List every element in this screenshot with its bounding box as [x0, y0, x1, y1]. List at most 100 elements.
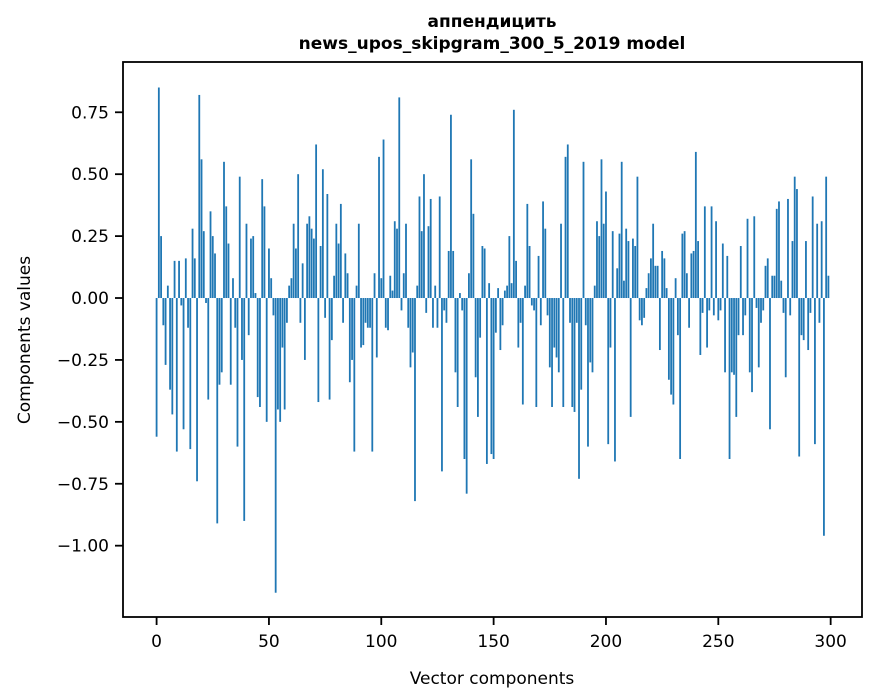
bar	[366, 298, 369, 328]
bar	[371, 298, 374, 452]
bar	[816, 223, 819, 299]
bar	[703, 206, 706, 299]
bar	[746, 218, 749, 299]
bar	[270, 278, 273, 299]
bar	[517, 298, 520, 348]
bar	[791, 241, 794, 299]
bar	[524, 285, 526, 299]
bar	[256, 298, 259, 398]
bar	[823, 298, 825, 536]
bar	[715, 221, 717, 299]
bar	[681, 233, 684, 299]
bar	[661, 250, 664, 299]
bar	[353, 298, 356, 452]
bar	[306, 223, 309, 299]
bar	[755, 298, 758, 308]
bar	[483, 248, 486, 299]
bar	[685, 273, 688, 299]
y-axis-ticks: 0.75 0.50 0.25 0.00 −0.25 −0.50 −0.75 −1.00	[57, 103, 123, 557]
bar	[584, 298, 587, 326]
bar	[652, 223, 655, 299]
bar	[533, 298, 535, 311]
bar	[348, 298, 351, 383]
bar	[739, 246, 742, 299]
bar	[375, 298, 378, 358]
bar	[330, 298, 333, 341]
bar	[751, 298, 753, 393]
bar	[618, 233, 621, 299]
bar	[802, 298, 805, 341]
bar	[625, 228, 628, 299]
bar	[247, 298, 250, 336]
bar	[521, 298, 524, 405]
bar	[506, 285, 509, 299]
bar	[616, 268, 619, 299]
bar	[811, 196, 814, 299]
bar	[281, 298, 284, 348]
bar	[184, 258, 187, 299]
bar	[553, 298, 556, 348]
bar	[573, 298, 576, 412]
bar	[193, 258, 196, 299]
bar	[742, 298, 744, 336]
bar	[654, 265, 657, 299]
bar	[369, 298, 371, 328]
x-tick-label: 100	[365, 632, 397, 652]
bar	[760, 298, 762, 323]
bar	[268, 248, 270, 299]
bar	[827, 275, 830, 299]
bar	[288, 285, 291, 299]
bar	[164, 298, 167, 365]
bar	[450, 114, 452, 299]
bar	[672, 298, 675, 405]
bar	[548, 298, 551, 368]
bar	[277, 298, 279, 410]
bar	[416, 285, 419, 299]
bar	[665, 288, 668, 299]
bar	[787, 198, 789, 299]
bar	[650, 258, 652, 299]
bar	[607, 298, 610, 445]
bar	[519, 298, 522, 323]
bar	[187, 298, 189, 328]
bar	[582, 161, 585, 299]
bar	[798, 298, 801, 457]
bar	[207, 298, 210, 400]
bar	[593, 285, 596, 299]
bar	[539, 298, 542, 326]
bar	[778, 201, 780, 299]
bar	[234, 298, 237, 328]
x-axis-label: Vector components	[410, 669, 575, 689]
bar	[162, 298, 165, 326]
bar	[481, 246, 484, 299]
bar	[515, 260, 517, 299]
bar	[697, 241, 699, 299]
bar	[407, 298, 410, 328]
bar	[643, 298, 646, 318]
bar	[562, 298, 565, 407]
bar	[171, 298, 174, 415]
bar	[569, 298, 571, 323]
bar	[200, 159, 203, 299]
bar	[470, 159, 473, 299]
bar	[254, 293, 257, 299]
bar	[265, 298, 268, 422]
bar	[160, 236, 162, 299]
bar	[182, 298, 185, 430]
bar	[510, 283, 513, 299]
bar	[389, 275, 392, 299]
bar	[360, 298, 362, 348]
bar	[463, 298, 466, 459]
bar	[544, 228, 547, 299]
bar	[805, 241, 807, 299]
bar	[501, 298, 504, 326]
bar	[497, 288, 500, 299]
bar	[719, 298, 722, 311]
bar	[420, 231, 423, 299]
bar	[499, 298, 502, 351]
bar	[694, 151, 697, 299]
chart-title-line2: news_upos_skipgram_300_5_2019 model	[299, 34, 686, 54]
bar	[364, 298, 367, 323]
bar	[587, 298, 589, 447]
bar	[477, 298, 479, 417]
